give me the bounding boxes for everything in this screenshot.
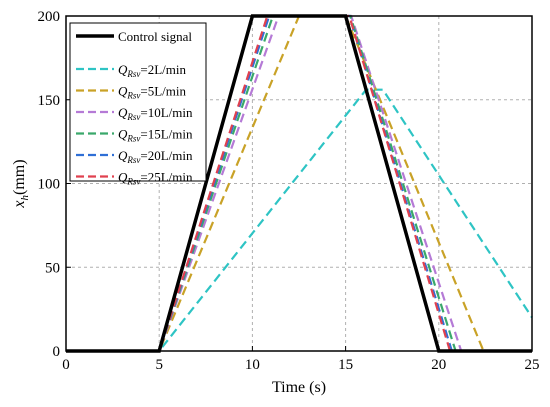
x-tick-label: 25 <box>525 357 540 373</box>
x-tick-label: 0 <box>62 357 70 373</box>
y-tick-label: 0 <box>53 344 61 360</box>
y-axis-title: xh(mm) <box>11 159 31 208</box>
x-axis-title: Time (s) <box>272 379 326 396</box>
legend-label-5: QRsv=20L/min <box>118 148 193 165</box>
y-axis-title-sub: h <box>19 194 31 200</box>
x-tick-label: 5 <box>155 357 163 373</box>
y-axis-title-unit: (mm) <box>11 159 28 195</box>
x-tick-label: 10 <box>245 357 260 373</box>
legend-label-6: QRsv=25L/min <box>118 170 193 187</box>
x-tick-label: 15 <box>338 357 353 373</box>
legend-label-control: Control signal <box>118 29 192 44</box>
y-tick-label: 150 <box>38 93 61 109</box>
legend-label-1: QRsv=2L/min <box>118 62 186 79</box>
legend-label-2: QRsv=5L/min <box>118 84 186 101</box>
legend-label-3: QRsv=10L/min <box>118 105 193 122</box>
legend-label-4: QRsv=15L/min <box>118 127 193 144</box>
y-tick-label: 100 <box>38 177 61 193</box>
tick-labels: 0 5 10 15 20 25 0 50 100 150 200 <box>38 9 540 373</box>
y-axis-title-main: x <box>11 200 28 208</box>
legend: Control signal QRsv=2L/min QRsv=5L/min QRsv… <box>69 22 207 187</box>
x-tick-label: 20 <box>431 357 446 373</box>
y-tick-label: 200 <box>38 9 61 25</box>
y-tick-label: 50 <box>45 260 60 276</box>
